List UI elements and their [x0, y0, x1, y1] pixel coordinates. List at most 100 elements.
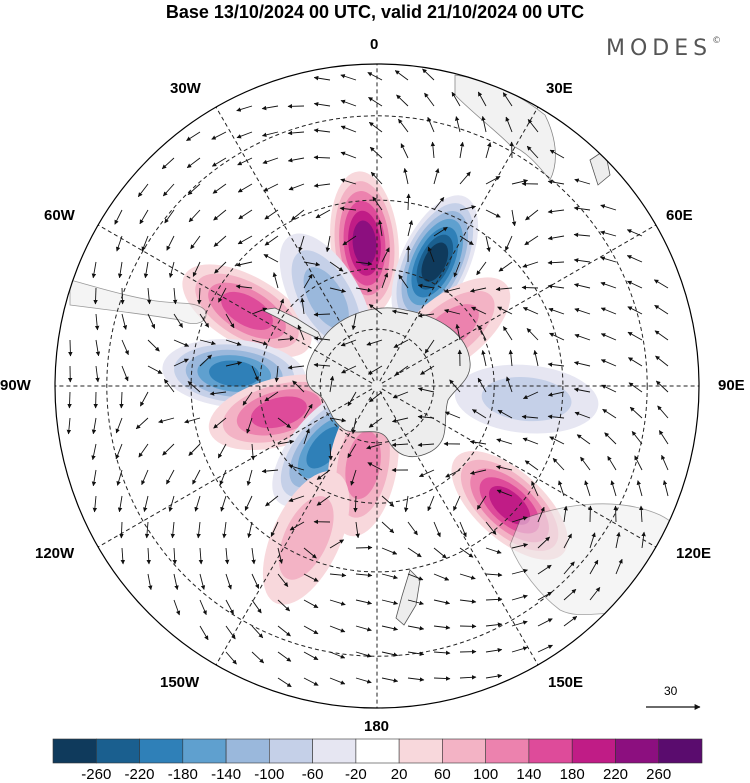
wind-vector — [303, 573, 319, 582]
wind-vector — [537, 644, 553, 653]
colorbar-swatch — [268, 738, 313, 764]
meridian-line — [215, 390, 375, 666]
wind-vector — [661, 454, 669, 471]
anomaly-blob — [182, 264, 312, 358]
wind-vector — [381, 547, 398, 555]
wind-vector — [453, 261, 461, 278]
wind-vector — [600, 333, 617, 341]
wind-vector — [403, 495, 409, 513]
wind-vector — [424, 92, 435, 107]
wind-vector — [277, 439, 295, 445]
wind-vector — [477, 91, 487, 107]
wind-vector — [476, 495, 487, 510]
wind-vector — [381, 247, 390, 263]
wind-vector — [121, 365, 129, 382]
wind-vector — [444, 308, 461, 315]
wind-vector — [407, 573, 424, 581]
colorbar-swatch — [398, 738, 443, 764]
wind-vector — [600, 204, 617, 211]
wind-vector — [459, 521, 467, 538]
meridian-line — [215, 106, 375, 382]
wind-vector — [495, 286, 513, 292]
wind-vector — [173, 573, 179, 591]
wind-vector — [481, 115, 487, 133]
wind-vector — [381, 599, 399, 606]
wind-vector — [641, 531, 646, 549]
wind-vector — [485, 647, 503, 653]
wind-vector — [264, 391, 279, 402]
wind-vector — [505, 235, 513, 252]
wind-vector — [381, 495, 395, 507]
wind-vector — [627, 306, 643, 315]
wind-vector — [329, 417, 347, 423]
wind-vector — [589, 587, 601, 601]
wind-vector — [141, 469, 149, 486]
colorbar-swatch — [658, 738, 703, 764]
wind-vector — [628, 357, 643, 367]
wind-vector — [653, 279, 669, 289]
wind-vector — [244, 495, 253, 511]
wind-vector — [478, 325, 487, 341]
wind-vector — [287, 365, 305, 370]
wind-vector — [355, 572, 373, 578]
wind-vector — [548, 307, 565, 315]
wind-vector — [261, 131, 279, 138]
wind-vector — [147, 365, 163, 374]
wind-vector — [166, 235, 175, 251]
anomaly-contour — [488, 486, 531, 525]
wind-vector — [393, 339, 409, 348]
wind-vector — [527, 119, 539, 133]
wind-vector — [398, 274, 409, 289]
wind-vector — [303, 273, 313, 289]
wind-vector — [329, 539, 345, 549]
wind-vector — [580, 456, 591, 471]
wind-vector — [199, 313, 210, 328]
wind-vector — [146, 547, 151, 565]
wind-vector — [511, 209, 517, 227]
colorbar-tick-label: -20 — [345, 766, 367, 783]
wind-vector — [469, 469, 487, 475]
wind-vector — [68, 339, 73, 357]
wind-vector — [313, 362, 331, 368]
wind-vector — [573, 361, 591, 367]
wind-vector — [211, 131, 227, 140]
wind-vector — [613, 505, 618, 523]
wind-vector — [270, 521, 279, 537]
label-lon-60e: 60E — [666, 207, 693, 224]
wind-vector — [199, 625, 209, 641]
wind-vector — [186, 131, 201, 141]
wind-vector — [370, 171, 383, 185]
wind-vector — [366, 443, 383, 450]
wind-vector — [251, 573, 260, 589]
wind-vector — [424, 339, 435, 354]
wind-vector — [277, 651, 292, 662]
wind-vector — [199, 573, 206, 590]
wind-vector — [367, 365, 383, 375]
wind-vector — [313, 75, 331, 81]
wind-vector — [355, 651, 372, 658]
wind-vector — [351, 313, 357, 331]
wind-vector — [485, 673, 503, 679]
wind-vector — [607, 455, 617, 471]
wind-vector — [496, 489, 513, 497]
wind-vector — [340, 99, 357, 107]
wind-vector — [629, 406, 643, 419]
wind-vector — [277, 417, 292, 429]
wind-vector — [277, 298, 285, 315]
wind-vector — [433, 197, 445, 211]
wind-vector — [237, 157, 253, 166]
wind-vector — [93, 287, 98, 305]
wind-vector — [574, 178, 591, 185]
wind-vector — [329, 599, 346, 606]
wind-vector — [422, 68, 435, 81]
colorbar-swatch — [528, 738, 573, 764]
wind-vector — [563, 505, 568, 523]
wind-vector — [91, 261, 97, 279]
wind-vector — [235, 284, 253, 289]
wind-vector — [537, 506, 545, 523]
wind-vector — [163, 378, 175, 393]
wind-vector — [496, 438, 513, 445]
wind-vector — [549, 332, 565, 341]
wind-vector — [485, 597, 503, 602]
latitude-circle — [259, 268, 495, 504]
